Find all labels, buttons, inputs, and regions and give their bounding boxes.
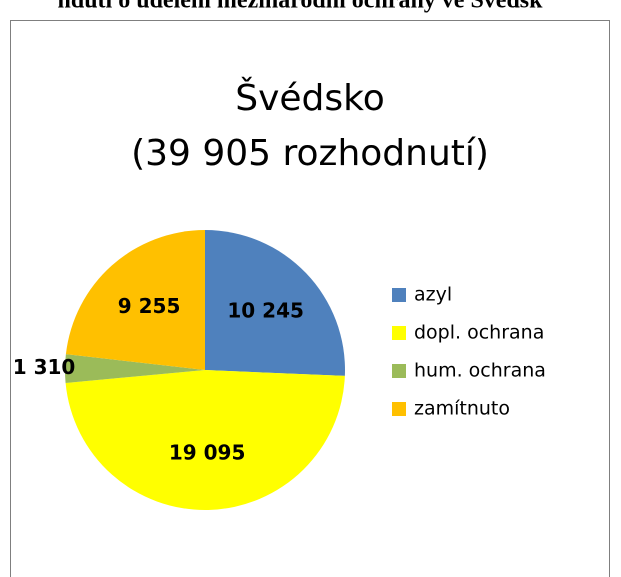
chart-title: (39 905 rozhodnutí) — [131, 133, 489, 174]
legend-label: azyl — [414, 284, 452, 306]
pie-slice — [65, 370, 345, 511]
chart-title: Švédsko — [235, 77, 385, 119]
legend-label: hum. ochrana — [414, 360, 546, 382]
legend-swatch — [392, 402, 406, 416]
legend-label: zamítnuto — [414, 398, 510, 420]
data-label: 9 255 — [118, 294, 181, 318]
pie-slice — [64, 354, 205, 383]
pie-slice — [205, 230, 345, 376]
legend-label: dopl. ochrana — [414, 322, 544, 344]
pie-slice — [65, 230, 205, 370]
legend-swatch — [392, 326, 406, 340]
legend-swatch — [392, 364, 406, 378]
data-label: 1 310 — [13, 355, 76, 379]
data-label: 19 095 — [169, 440, 246, 464]
legend-swatch — [392, 288, 406, 302]
caption: ndutí o udělení mezinárodní ochrany ve Š… — [58, 0, 544, 14]
data-label: 10 245 — [227, 298, 304, 322]
